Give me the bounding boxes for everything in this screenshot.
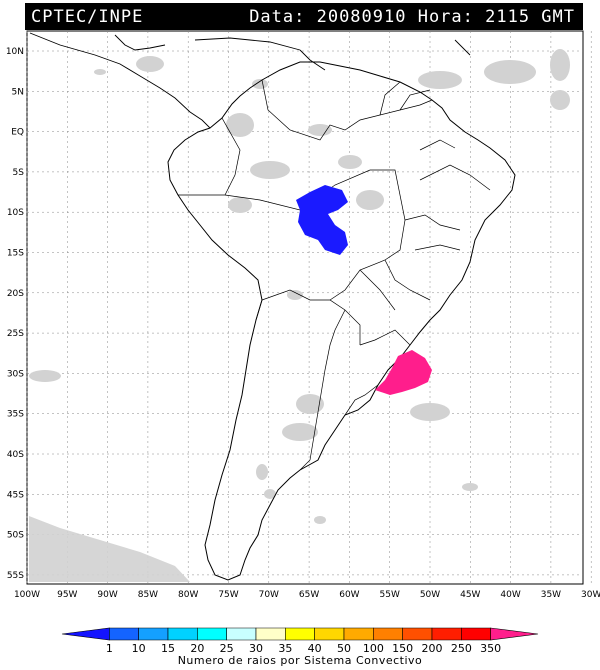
lon-tick-label: 95W bbox=[57, 590, 77, 600]
colorbar-swatch bbox=[285, 627, 315, 641]
colorbar-swatch bbox=[138, 627, 169, 641]
lat-tick-label: 25S bbox=[7, 329, 24, 339]
lat-tick-label: 5N bbox=[12, 87, 24, 97]
colorbar-swatch bbox=[61, 627, 110, 641]
south-america-coastline bbox=[167, 61, 516, 581]
latitude-labels: 10N 5N EQ 5S 10S 15S 20S 25S 30S 35S 40S 45S 50S 55S bbox=[6, 47, 24, 581]
colorbar-swatch bbox=[461, 627, 491, 641]
country-borders bbox=[178, 79, 491, 471]
lat-tick-label: 45S bbox=[7, 490, 24, 500]
colorbar: 1 10 15 20 25 30 35 40 50 100 150 200 250 350 bbox=[61, 627, 539, 655]
colorbar-swatch bbox=[402, 627, 433, 641]
lat-tick-label: 20S bbox=[7, 289, 24, 299]
lon-tick-label: 65W bbox=[299, 590, 319, 600]
lat-tick-label: 35S bbox=[7, 410, 24, 420]
lat-tick-label: 40S bbox=[7, 450, 24, 460]
colorbar-tick-label: 250 bbox=[451, 642, 472, 655]
colorbar-tick-label: 40 bbox=[308, 642, 322, 655]
lon-tick-label: 100W bbox=[14, 590, 40, 600]
lon-tick-label: 45W bbox=[460, 590, 480, 600]
lon-tick-label: 80W bbox=[178, 590, 198, 600]
colorbar-tick-label: 150 bbox=[392, 642, 413, 655]
colorbar-swatch bbox=[167, 627, 198, 641]
lon-tick-label: 50W bbox=[420, 590, 440, 600]
storm-cell-south bbox=[375, 350, 432, 395]
colorbar-swatch bbox=[490, 627, 539, 641]
colorbar-tick-label: 1 bbox=[106, 642, 113, 655]
lat-tick-label: 15S bbox=[7, 249, 24, 259]
lon-tick-label: 55W bbox=[380, 590, 400, 600]
colorbar-swatch bbox=[255, 627, 286, 641]
colorbar-swatch bbox=[109, 627, 139, 641]
colorbar-tick-label: 25 bbox=[220, 642, 234, 655]
datetime-label: Data: 20080910 Hora: 2115 GMT bbox=[249, 7, 575, 27]
lon-tick-label: 85W bbox=[138, 590, 158, 600]
colorbar-tick-label: 15 bbox=[161, 642, 175, 655]
lat-tick-label: EQ bbox=[11, 128, 24, 138]
colorbar-swatch bbox=[197, 627, 227, 641]
colorbar-swatch bbox=[226, 627, 257, 641]
map-frame bbox=[26, 30, 584, 585]
colorbar-tick-label: 10 bbox=[132, 642, 146, 655]
cloud-cover bbox=[29, 49, 570, 582]
colorbar-label: Numero de raios por Sistema Convectivo bbox=[177, 654, 423, 667]
lon-tick-label: 75W bbox=[218, 590, 238, 600]
longitude-labels: 100W 95W 90W 85W 80W 75W 70W 65W 60W 55W 50W 45W 40W… bbox=[14, 590, 600, 600]
colorbar-swatch bbox=[373, 627, 403, 641]
map-header: CPTEC/INPE Data: 20080910 Hora: 2115 GMT bbox=[25, 3, 583, 30]
storm-cell-amazon bbox=[296, 185, 348, 255]
graticule bbox=[26, 31, 592, 584]
colorbar-tick-label: 50 bbox=[337, 642, 351, 655]
colorbar-tick-label: 350 bbox=[480, 642, 501, 655]
lon-tick-label: 70W bbox=[259, 590, 279, 600]
colorbar-tick-label: 200 bbox=[422, 642, 443, 655]
lat-tick-label: 10S bbox=[7, 208, 24, 218]
source-label: CPTEC/INPE bbox=[31, 7, 144, 27]
lat-tick-label: 5S bbox=[13, 168, 25, 178]
lat-tick-label: 10N bbox=[6, 47, 24, 57]
lat-tick-label: 50S bbox=[7, 531, 24, 541]
lon-tick-label: 60W bbox=[339, 590, 359, 600]
colorbar-swatch bbox=[314, 627, 345, 641]
colorbar-swatch bbox=[343, 627, 374, 641]
colorbar-swatch bbox=[431, 627, 462, 641]
lon-tick-label: 35W bbox=[541, 590, 561, 600]
lon-tick-label: 90W bbox=[97, 590, 117, 600]
colorbar-tick-label: 35 bbox=[278, 642, 292, 655]
colorbar-tick-label: 30 bbox=[249, 642, 263, 655]
colorbar-tick-label: 100 bbox=[363, 642, 384, 655]
lon-tick-label: 30W bbox=[581, 590, 600, 600]
colorbar-tick-label: 20 bbox=[190, 642, 204, 655]
lat-tick-label: 30S bbox=[7, 369, 24, 379]
lon-tick-label: 40W bbox=[500, 590, 520, 600]
central-america-outline bbox=[29, 32, 471, 129]
lat-tick-label: 55S bbox=[7, 571, 24, 581]
